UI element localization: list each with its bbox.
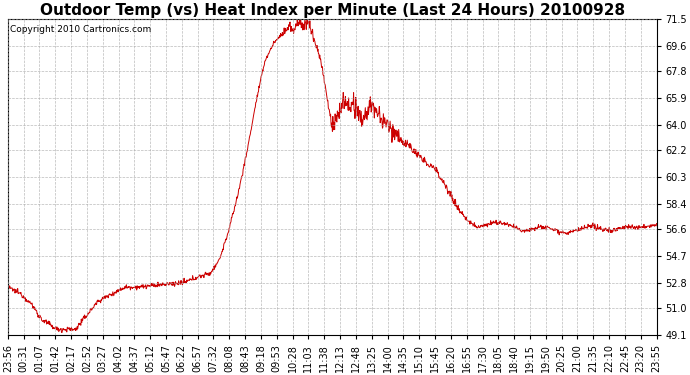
Text: Copyright 2010 Cartronics.com: Copyright 2010 Cartronics.com [10, 25, 151, 34]
Title: Outdoor Temp (vs) Heat Index per Minute (Last 24 Hours) 20100928: Outdoor Temp (vs) Heat Index per Minute … [39, 3, 624, 18]
